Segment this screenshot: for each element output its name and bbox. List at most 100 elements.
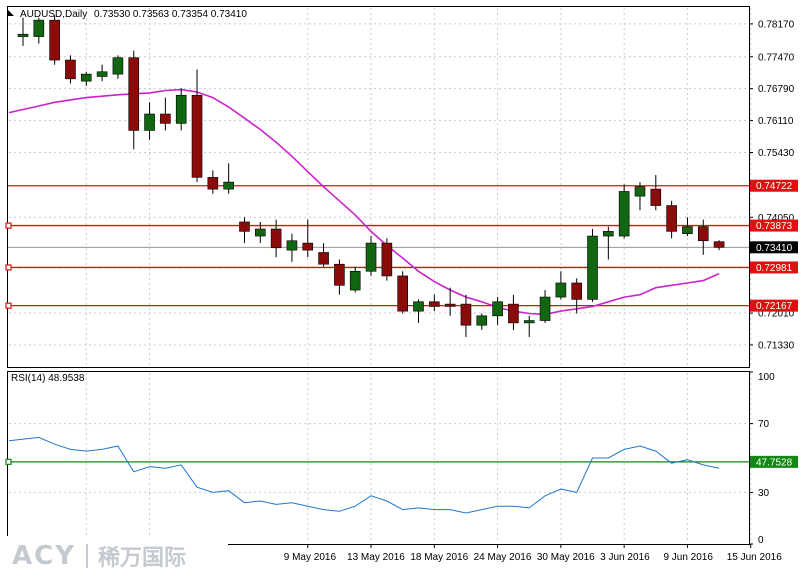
candle-body — [223, 181, 234, 190]
candle — [523, 315, 535, 337]
level-badge — [750, 219, 798, 232]
level-handle-icon — [5, 222, 12, 229]
candle — [492, 297, 503, 326]
current-price-label: 0.73410 — [756, 243, 793, 254]
candle-body — [144, 113, 155, 131]
candle — [318, 243, 329, 267]
rsi-tick-label: 70 — [758, 419, 770, 430]
candle-body — [334, 263, 345, 286]
candle-body — [365, 242, 377, 272]
candle-body — [381, 242, 393, 277]
candle — [397, 271, 408, 314]
price-tick-label: 0.72010 — [758, 309, 795, 320]
candle — [80, 71, 92, 86]
price-badges: 0.74722 0.73873 0.72981 0.72167 0.73410 47.75… — [750, 179, 798, 468]
candle-body — [508, 303, 519, 324]
candle-body — [286, 240, 298, 251]
price-tick-label: 0.77470 — [758, 52, 795, 63]
candle — [460, 294, 472, 337]
candle-body — [302, 242, 314, 251]
candle — [112, 55, 124, 79]
candle — [713, 240, 725, 251]
level-badge-label: 0.73873 — [756, 221, 793, 232]
candle-body — [539, 296, 551, 321]
candle-body — [523, 320, 535, 324]
candle — [571, 278, 583, 314]
candle-body — [650, 188, 662, 206]
candle — [239, 217, 250, 244]
price-tick-label: 0.71330 — [758, 340, 795, 351]
candle-body — [160, 113, 171, 124]
candle-body — [460, 303, 472, 326]
candle-body — [80, 73, 92, 82]
candle-body — [175, 94, 187, 124]
symbol-arrow-icon — [8, 10, 14, 16]
candle-body — [318, 252, 329, 265]
candle — [429, 294, 440, 312]
time-tick-label: 15 Jun 2016 — [727, 552, 782, 563]
ohlc-label: 0.73530 0.73563 0.73354 0.73410 — [94, 9, 247, 20]
candle — [223, 163, 234, 194]
price-tick-label: 0.76790 — [758, 84, 795, 95]
rsi-level-handle-icon — [5, 458, 12, 465]
time-tick-label: 9 Jun 2016 — [663, 552, 713, 563]
candle — [682, 217, 693, 237]
candle — [508, 294, 519, 330]
candle — [33, 17, 45, 44]
candle-body — [413, 301, 424, 312]
candle — [175, 88, 187, 131]
current-price-badge — [750, 241, 798, 254]
candle — [286, 233, 298, 262]
watermark-name: 稀万国际 — [98, 546, 187, 571]
time-tick-label: 13 May 2016 — [347, 552, 405, 563]
candle-body — [96, 71, 108, 77]
candle-body — [128, 57, 140, 131]
rsi-layer — [5, 436, 749, 514]
candle-body — [191, 94, 203, 178]
level-badge-label: 0.72167 — [756, 301, 793, 312]
symbol-label: AUDUSD,Daily — [20, 9, 87, 20]
candle-body — [603, 231, 614, 237]
candle-body — [666, 205, 677, 232]
candle-body — [33, 19, 45, 37]
candle-body — [49, 19, 60, 61]
time-tick-label: 30 May 2016 — [537, 552, 595, 563]
candles-layer — [17, 15, 725, 337]
candle-body — [349, 270, 361, 291]
rsi-level-badge — [750, 455, 798, 468]
rsi-tick-label: 100 — [758, 372, 775, 383]
rsi-line — [8, 436, 720, 514]
candle — [49, 15, 60, 65]
price-tick-label: 0.76110 — [758, 116, 794, 127]
candle — [539, 290, 551, 323]
candle-body — [207, 177, 219, 190]
candle-body — [112, 57, 124, 75]
candle-body — [476, 315, 488, 326]
level-badge — [750, 179, 798, 192]
candle — [697, 219, 709, 255]
price-tick-label: 0.78170 — [758, 19, 795, 30]
rsi-tick-label: 30 — [758, 488, 770, 499]
candle-body — [492, 301, 503, 317]
candle-body — [429, 301, 440, 307]
candle-body — [397, 275, 408, 312]
candle — [349, 266, 361, 293]
candle — [128, 50, 140, 150]
candle — [555, 271, 567, 300]
time-tick-label: 9 May 2016 — [284, 552, 337, 563]
rsi-gridlines — [9, 423, 748, 493]
candle-body — [587, 235, 598, 300]
candle — [17, 17, 29, 46]
candle-body — [555, 282, 567, 298]
rsi-tick-label: 0 — [758, 535, 764, 546]
candle-body — [571, 282, 583, 300]
candle — [160, 97, 171, 131]
candle-body — [618, 191, 630, 237]
candle — [587, 229, 598, 302]
rsi-title: RSI(14) 48.9538 — [11, 373, 85, 384]
level-badge-label: 0.74722 — [756, 181, 793, 192]
rsi-panel — [7, 371, 750, 545]
candle — [666, 200, 677, 239]
level-handle-icon — [5, 302, 12, 309]
